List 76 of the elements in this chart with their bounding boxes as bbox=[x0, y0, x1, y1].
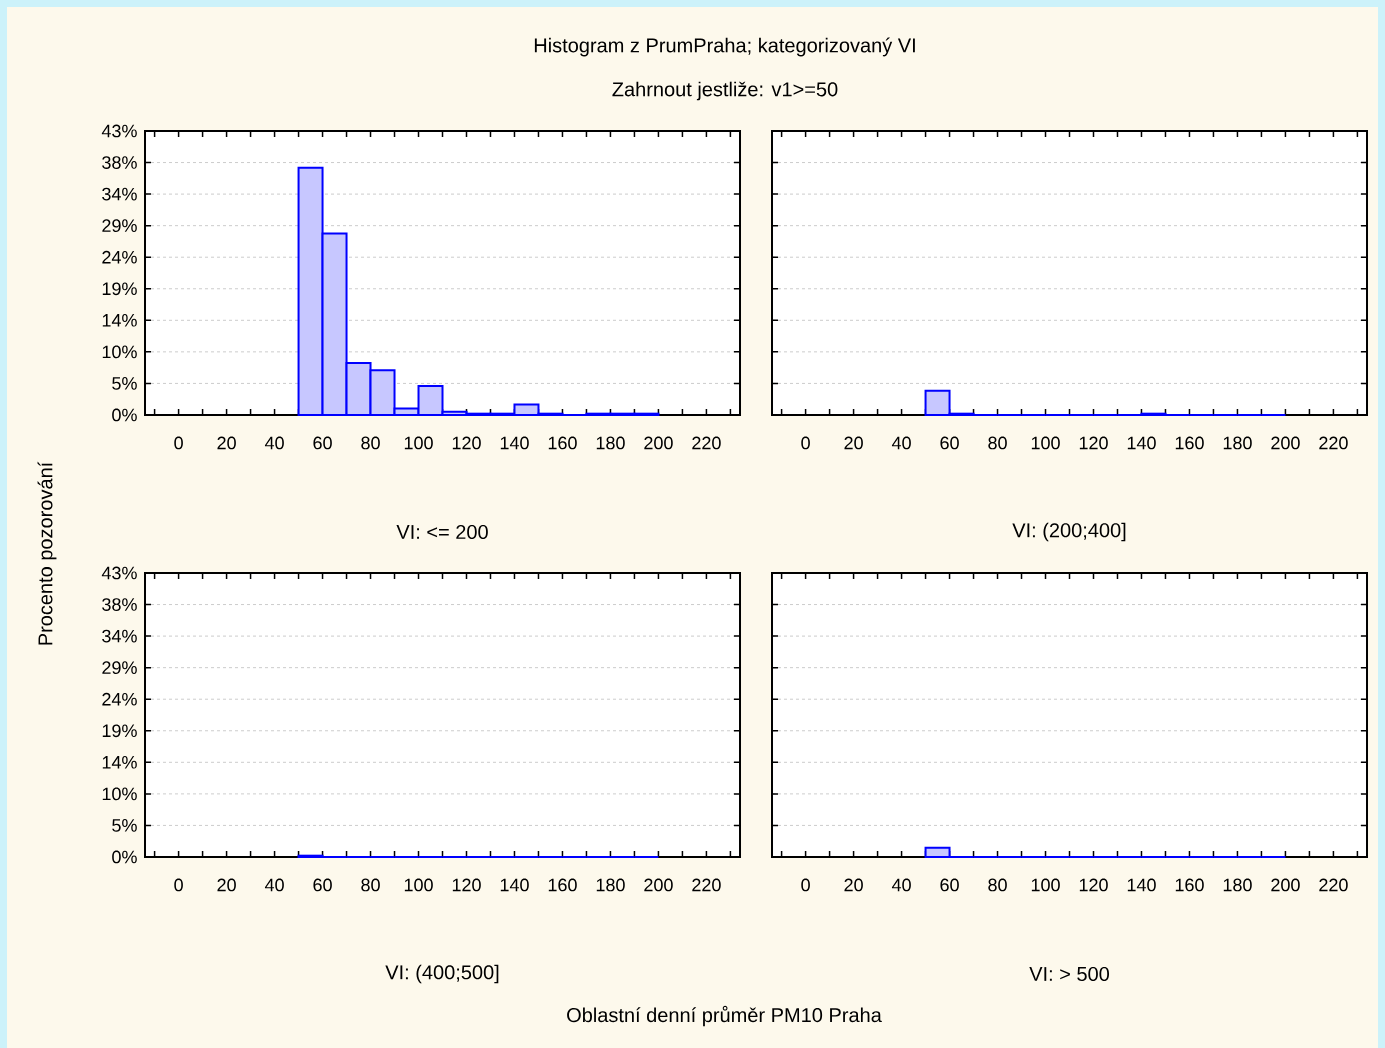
x-tick-label: 100 bbox=[1031, 878, 1060, 892]
y-tick-label: 38% bbox=[102, 156, 137, 169]
x-tick-label: 100 bbox=[404, 878, 433, 892]
y-tick-label: 19% bbox=[102, 282, 137, 296]
x-tick-label: 100 bbox=[1031, 436, 1060, 450]
x-tick-label: 120 bbox=[1079, 878, 1108, 892]
x-tick-label: 160 bbox=[1175, 878, 1204, 892]
y-tick-label: 29% bbox=[102, 661, 137, 675]
x-tick-label: 160 bbox=[548, 878, 577, 892]
y-tick-label: 14% bbox=[102, 756, 137, 769]
x-tick-label: 140 bbox=[500, 878, 529, 892]
x-tick-label: 40 bbox=[891, 878, 911, 892]
y-tick-label: 29% bbox=[102, 219, 137, 233]
x-tick-label: 180 bbox=[1223, 436, 1252, 450]
x-tick-label: 20 bbox=[217, 878, 236, 892]
x-tick-label: 160 bbox=[1175, 436, 1204, 450]
y-tick-label: 38% bbox=[102, 598, 137, 611]
x-tick-label: 200 bbox=[644, 878, 673, 892]
x-tick-label: 120 bbox=[1079, 436, 1108, 450]
y-tick-label: 34% bbox=[102, 187, 137, 201]
x-tick-label: 80 bbox=[988, 436, 1007, 450]
y-tick-label: 0% bbox=[112, 850, 137, 864]
y-tick-label: 19% bbox=[102, 724, 137, 738]
x-tick-label: 220 bbox=[692, 878, 721, 892]
x-tick-label: 80 bbox=[361, 436, 380, 450]
y-tick-label: 14% bbox=[102, 314, 137, 327]
x-axis-title: VI: > 500 bbox=[1029, 966, 1110, 982]
x-tick-label: 200 bbox=[1271, 436, 1300, 450]
x-tick-label: 180 bbox=[596, 436, 625, 450]
x-tick-label: 200 bbox=[644, 436, 673, 450]
x-tick-label: 20 bbox=[844, 878, 863, 892]
x-tick-label: 220 bbox=[1319, 878, 1348, 892]
x-tick-label: 220 bbox=[692, 436, 721, 450]
x-tick-label: 80 bbox=[361, 878, 380, 892]
x-tick-label: 220 bbox=[1319, 436, 1348, 450]
x-axis-title: VI: (200;400] bbox=[1012, 522, 1126, 542]
y-tick-label: 34% bbox=[102, 629, 137, 643]
text: Oblastní denní průměr PM10 Praha bbox=[567, 1005, 882, 1027]
x-tick-label: 60 bbox=[940, 436, 959, 450]
x-tick-label: 60 bbox=[940, 878, 959, 892]
x-tick-label: 0 bbox=[174, 878, 183, 892]
y-tick-label: 10% bbox=[102, 345, 137, 359]
x-tick-label: 180 bbox=[1223, 878, 1252, 892]
x-tick-label: 40 bbox=[264, 878, 284, 892]
y-tick-label: 24% bbox=[102, 692, 137, 706]
y-tick-label: 10% bbox=[102, 787, 137, 801]
x-tick-label: 0 bbox=[801, 878, 810, 892]
y-tick-label: 43% bbox=[101, 124, 137, 138]
y-tick-label: 43% bbox=[101, 566, 137, 580]
chart-subtitle: Zahrnout jestliže: v1>=50 bbox=[612, 81, 838, 101]
x-axis-title: VI: (400;500] bbox=[385, 964, 499, 984]
x-tick-label: 120 bbox=[452, 436, 481, 450]
y-tick-label: 24% bbox=[102, 250, 137, 264]
x-tick-label: 180 bbox=[596, 878, 625, 892]
x-tick-label: 120 bbox=[452, 878, 481, 892]
x-tick-label: 60 bbox=[313, 878, 332, 892]
x-tick-label: 0 bbox=[801, 436, 810, 450]
x-tick-label: 200 bbox=[1271, 878, 1300, 892]
x-tick-label: 80 bbox=[988, 878, 1007, 892]
x-tick-label: 60 bbox=[313, 436, 332, 450]
x-tick-label: 0 bbox=[174, 436, 183, 450]
x-tick-label: 140 bbox=[1127, 878, 1156, 892]
y-tick-label: 5% bbox=[112, 377, 137, 390]
x-tick-label: 20 bbox=[217, 436, 236, 450]
x-axis-title: VI: <= 200 bbox=[396, 524, 488, 540]
y-axis-title: Procento pozorování bbox=[37, 461, 57, 645]
x-tick-label: 100 bbox=[404, 436, 433, 450]
x-tick-label: 160 bbox=[548, 436, 577, 450]
chart-title: Histogram z PrumPraha; kategorizovaný VI bbox=[534, 37, 915, 57]
x-tick-label: 40 bbox=[891, 436, 911, 450]
x-tick-label: 40 bbox=[264, 436, 284, 450]
y-tick-label: 5% bbox=[112, 819, 137, 832]
x-tick-label: 140 bbox=[500, 436, 529, 450]
y-tick-label: 0% bbox=[112, 408, 137, 422]
x-tick-label: 20 bbox=[844, 436, 863, 450]
x-tick-label: 140 bbox=[1127, 436, 1156, 450]
